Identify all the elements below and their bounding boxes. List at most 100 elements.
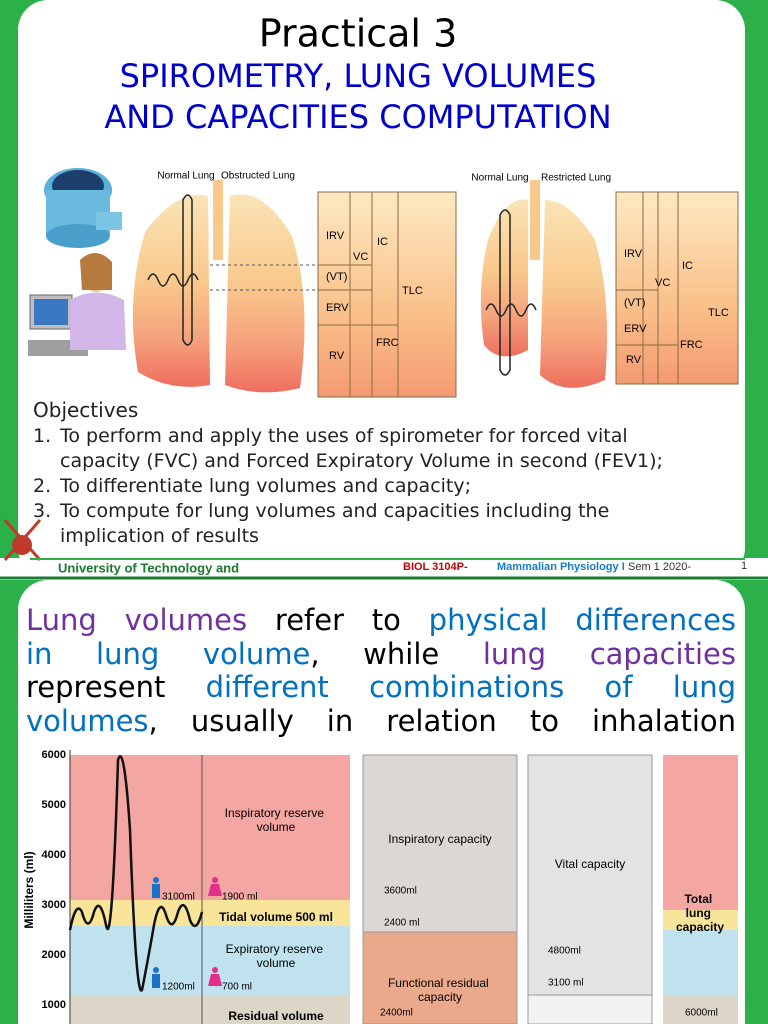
definition-paragraph: Lung volumes refer to physical differenc… <box>26 603 736 738</box>
capacity-label: IC <box>377 236 388 248</box>
shape <box>208 884 222 896</box>
shape <box>70 755 350 900</box>
volume-label: Inspiratory reserve volume <box>225 806 328 834</box>
objectives: Objectives 1. To perform and apply the us… <box>33 398 673 549</box>
objective-text: To compute for lung volumes and capaciti… <box>60 500 610 547</box>
female-value: 700 ml <box>222 982 252 993</box>
shape <box>527 994 653 1024</box>
male-value: 6000ml <box>685 1008 718 1019</box>
shape <box>153 967 159 973</box>
male-value: 1200ml <box>162 982 195 993</box>
volume-label: Expiratory reserve volume <box>226 942 327 970</box>
paragraph-segment: refer to <box>247 603 429 637</box>
shape <box>362 931 518 1024</box>
shape <box>68 755 204 992</box>
female-value: 2400 ml <box>384 918 420 929</box>
volume-label: (VT) <box>326 271 347 283</box>
spirometer-image <box>44 168 122 248</box>
shape <box>147 194 199 346</box>
label-line: Inspiratory reserve <box>225 806 328 820</box>
shape <box>153 877 159 883</box>
footer-semester: Sem 1 2020- <box>628 561 691 573</box>
label-line: volume <box>257 956 296 970</box>
y-tick-label: 2000 <box>42 949 66 961</box>
male-value: 3100ml <box>162 892 195 903</box>
capacity-label: Inspiratory capacity <box>388 832 491 846</box>
shape <box>46 224 110 248</box>
footer-course-name: Mammalian Physiology I <box>497 561 625 573</box>
slide-subtitle: AND CAPACITIES COMPUTATION <box>104 98 611 136</box>
shape <box>362 754 518 933</box>
shape <box>485 209 537 376</box>
y-tick-label: 6000 <box>42 749 66 761</box>
shape <box>208 974 222 986</box>
footer-institution: University of Technology and <box>58 560 239 575</box>
shape <box>527 754 653 996</box>
capacity-label: Vital capacity <box>555 857 625 871</box>
shape <box>80 252 112 290</box>
paragraph-line: in lung volume, while lung capacities <box>26 636 736 672</box>
objective-number: 2. <box>33 475 52 497</box>
paragraph-line: represent different combinations of lung <box>26 670 736 705</box>
capacity-label: IC <box>682 260 693 272</box>
capacity-label: TLC <box>708 307 729 319</box>
capacity-label: Functional residual capacity <box>388 976 492 1004</box>
paragraph-segment: lung capacities <box>482 636 736 671</box>
shape <box>132 194 210 387</box>
capacity-label: FRC <box>680 339 703 351</box>
shape <box>70 900 350 926</box>
objective-text: To perform and apply the uses of spirome… <box>60 425 663 472</box>
y-tick-label: 5000 <box>42 799 66 811</box>
footer-course: BIOL 3104P- <box>403 561 468 573</box>
shape <box>152 974 160 988</box>
shape <box>96 212 122 230</box>
shape <box>34 299 68 325</box>
label-line: capacity <box>676 920 724 934</box>
objective-text: To differentiate lung volumes and capaci… <box>60 475 472 497</box>
slide-title: Practical 3 <box>259 12 458 56</box>
objective-item: 1. To perform and apply the uses of spiro… <box>33 424 673 474</box>
paragraph-segment: different combinations of lung <box>205 670 736 704</box>
label-line: Functional residual <box>388 976 492 990</box>
objective-item: 2. To differentiate lung volumes and capa… <box>33 474 673 499</box>
volume-label: ERV <box>624 323 647 335</box>
patient-image <box>28 252 126 356</box>
objectives-list: 1. To perform and apply the uses of spiro… <box>33 424 673 549</box>
y-tick-label: 3000 <box>42 899 66 911</box>
volume-label: RV <box>626 354 642 366</box>
label-line: capacity <box>418 990 462 1004</box>
volume-label: ERV <box>326 302 349 314</box>
slide-subtitle: SPIROMETRY, LUNG VOLUMES <box>120 57 597 95</box>
shape <box>70 995 350 1024</box>
female-value: 3100 ml <box>548 978 584 989</box>
shape <box>70 292 126 350</box>
paragraph-line: Lung volumes refer to physical differenc… <box>26 603 736 638</box>
capacity-label: Total lung capacity <box>676 892 724 934</box>
shape <box>615 191 739 385</box>
diagram-header: Restricted Lung <box>541 173 611 184</box>
volume-panel <box>68 750 350 1024</box>
shape <box>663 755 738 910</box>
volume-label: Residual volume <box>228 1009 324 1023</box>
shape <box>212 877 218 883</box>
volume-label: IRV <box>326 230 345 242</box>
y-tick-label: 4000 <box>42 849 66 861</box>
footer-page: 1 <box>741 560 747 572</box>
volume-label: (VT) <box>624 297 645 309</box>
diagram-header: Normal Lung <box>157 171 214 182</box>
paragraph-segment: in lung volume <box>26 636 311 671</box>
paragraph-segment: , usually in relation to inhalation <box>148 703 736 738</box>
capacity-label: TLC <box>402 285 423 297</box>
volume-label: Tidal volume 500 ml <box>219 910 333 924</box>
shape <box>663 910 738 930</box>
capacity-label: VC <box>353 251 368 263</box>
shape <box>540 200 608 388</box>
label-line: volume <box>257 820 296 834</box>
volume-label: IRV <box>624 248 643 260</box>
capacity-label: VC <box>655 277 670 289</box>
male-value: 4800ml <box>548 946 581 957</box>
lung-diagram-left <box>132 180 457 398</box>
male-value: 2400ml <box>380 1008 413 1019</box>
